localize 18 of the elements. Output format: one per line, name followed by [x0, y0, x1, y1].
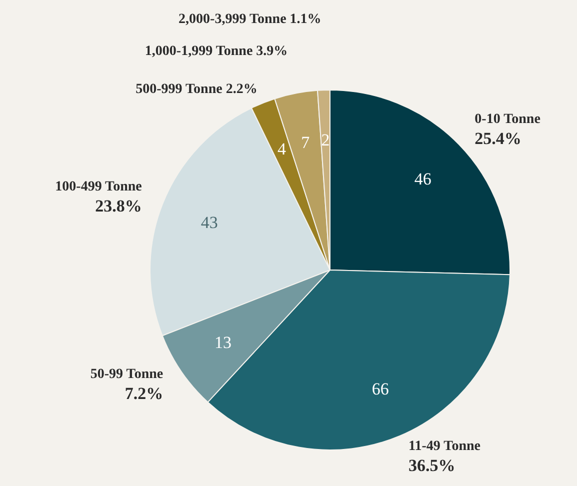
category-label: 1,000-1,999 Tonne 3.9%: [144, 44, 288, 60]
text: 7.2%: [124, 384, 164, 403]
data-label: 4: [277, 140, 286, 159]
data-label: 7: [301, 132, 310, 152]
text: 36.5%: [408, 456, 456, 476]
slice-label: 11-49 Tonne: [408, 439, 480, 454]
text: 23.8%: [95, 196, 142, 216]
slice-label: 50-99 Tonne: [90, 366, 164, 382]
slice-label: 0-10 Tonne: [474, 112, 540, 128]
slice-label: 100-499 Tonne: [55, 179, 142, 194]
category-label: 500-999 Tonne 2.2%: [136, 82, 258, 98]
data-label: 2: [321, 130, 330, 150]
data-label: 66: [372, 379, 389, 398]
data-label: 46: [414, 170, 432, 189]
data-label: 43: [200, 212, 218, 232]
data-label: 13: [214, 333, 232, 352]
category-label: 2,000-3,999 Tonne 1.1%: [178, 12, 322, 28]
text: 25.4%: [474, 129, 522, 148]
